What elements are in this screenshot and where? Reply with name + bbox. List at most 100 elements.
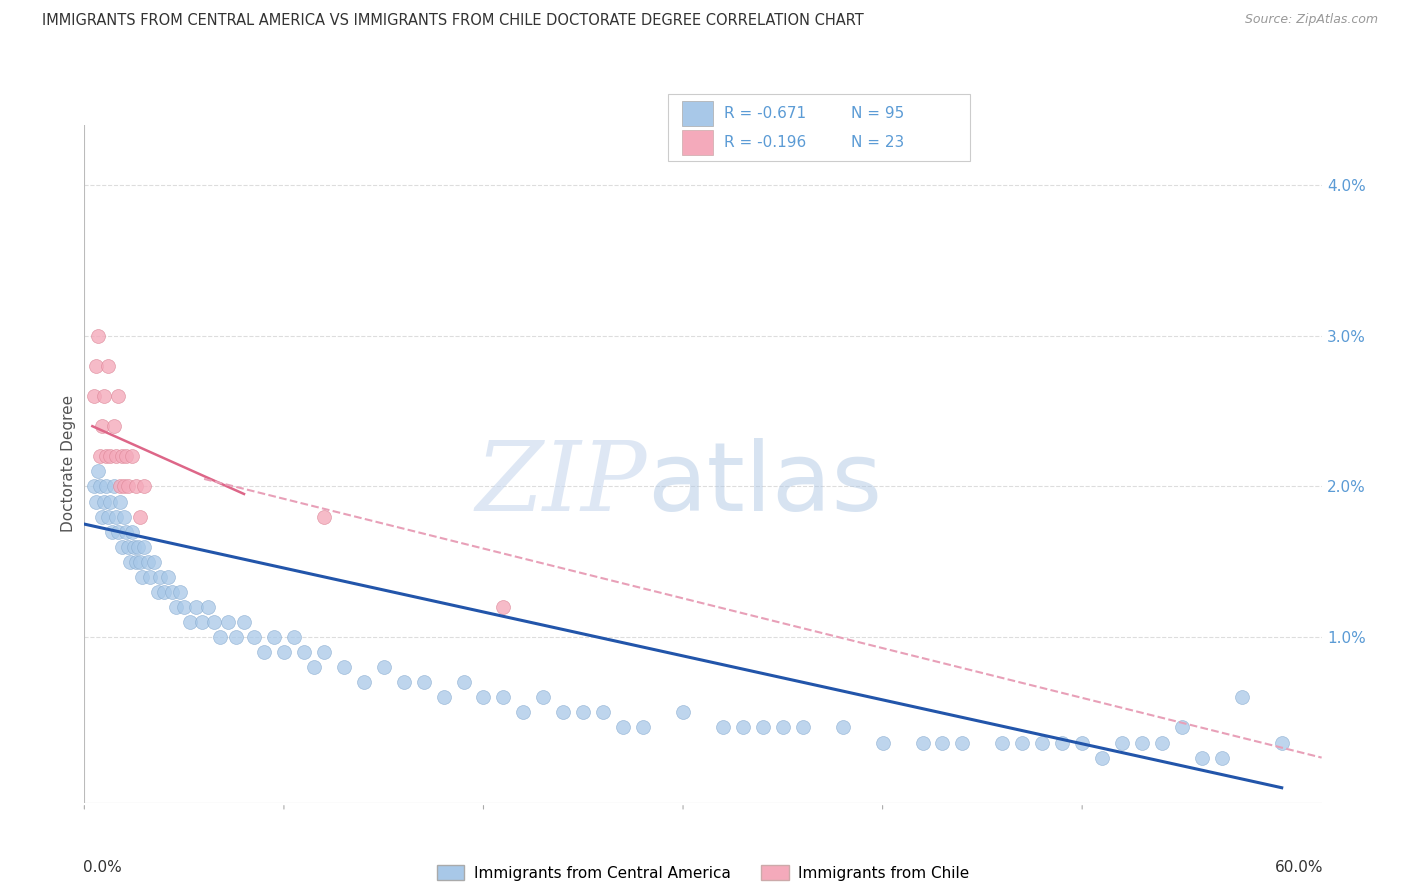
Point <box>472 690 495 705</box>
Text: R = -0.671: R = -0.671 <box>724 106 806 120</box>
Point <box>209 630 232 644</box>
Point <box>432 690 454 705</box>
Point <box>711 721 734 735</box>
Text: ZIP: ZIP <box>477 437 647 531</box>
Point <box>392 675 415 690</box>
Point <box>107 389 129 403</box>
Point <box>136 555 159 569</box>
Point <box>112 479 135 493</box>
Point <box>121 450 143 464</box>
Point <box>872 735 894 749</box>
Point <box>1230 690 1253 705</box>
Text: 0.0%: 0.0% <box>83 861 122 875</box>
Point <box>233 615 256 629</box>
Point <box>87 328 110 343</box>
Point <box>792 721 814 735</box>
Point <box>1050 735 1073 749</box>
Point <box>243 630 266 644</box>
Point <box>592 706 614 720</box>
Point <box>134 479 156 493</box>
Point <box>1211 750 1233 764</box>
Point <box>312 509 335 524</box>
Point <box>134 540 156 554</box>
Point <box>93 389 115 403</box>
Point <box>89 450 111 464</box>
Point <box>302 660 325 674</box>
Point <box>217 615 239 629</box>
Point <box>731 721 754 735</box>
Point <box>179 615 201 629</box>
Point <box>91 419 114 434</box>
Point <box>101 524 124 539</box>
Point <box>129 509 152 524</box>
Point <box>105 450 128 464</box>
Point <box>111 540 134 554</box>
Point <box>111 450 134 464</box>
Point <box>83 479 105 493</box>
Point <box>531 690 554 705</box>
Point <box>93 494 115 508</box>
Point <box>553 706 575 720</box>
Point <box>412 675 434 690</box>
Text: N = 95: N = 95 <box>851 106 904 120</box>
Point <box>149 570 172 584</box>
Point <box>952 735 974 749</box>
Point <box>173 599 195 614</box>
Point <box>143 555 166 569</box>
Point <box>253 645 276 659</box>
Point <box>1031 735 1053 749</box>
Point <box>283 630 305 644</box>
Point <box>1011 735 1033 749</box>
Point <box>273 645 295 659</box>
Point <box>572 706 595 720</box>
Point <box>512 706 534 720</box>
Point <box>333 660 356 674</box>
Point <box>184 599 207 614</box>
Point <box>1091 750 1114 764</box>
Point <box>110 479 132 493</box>
Point <box>772 721 794 735</box>
Point <box>831 721 853 735</box>
Point <box>292 645 315 659</box>
Point <box>112 509 135 524</box>
Point <box>103 419 125 434</box>
Point <box>197 599 219 614</box>
Point <box>1150 735 1173 749</box>
Text: Source: ZipAtlas.com: Source: ZipAtlas.com <box>1244 13 1378 27</box>
Point <box>87 464 110 478</box>
Text: N = 23: N = 23 <box>851 136 904 150</box>
Point <box>120 555 142 569</box>
Legend: Immigrants from Central America, Immigrants from Chile: Immigrants from Central America, Immigra… <box>430 858 976 887</box>
Point <box>96 479 118 493</box>
Point <box>453 675 475 690</box>
Text: R = -0.196: R = -0.196 <box>724 136 806 150</box>
Point <box>121 524 143 539</box>
Point <box>353 675 375 690</box>
Point <box>373 660 395 674</box>
Point <box>91 509 114 524</box>
Point <box>612 721 634 735</box>
Point <box>225 630 247 644</box>
Point <box>122 540 145 554</box>
Point <box>631 721 654 735</box>
Point <box>86 494 108 508</box>
Point <box>911 735 934 749</box>
Point <box>125 479 148 493</box>
Point <box>86 359 108 373</box>
Point <box>991 735 1014 749</box>
Point <box>110 494 132 508</box>
Point <box>117 479 139 493</box>
Point <box>129 555 152 569</box>
Point <box>131 570 153 584</box>
Point <box>1130 735 1153 749</box>
Point <box>117 540 139 554</box>
Point <box>165 599 187 614</box>
Point <box>931 735 953 749</box>
Point <box>83 389 105 403</box>
Point <box>96 450 118 464</box>
Point <box>97 509 120 524</box>
Point <box>1171 721 1194 735</box>
Y-axis label: Doctorate Degree: Doctorate Degree <box>60 395 76 533</box>
Point <box>89 479 111 493</box>
Point <box>98 494 121 508</box>
